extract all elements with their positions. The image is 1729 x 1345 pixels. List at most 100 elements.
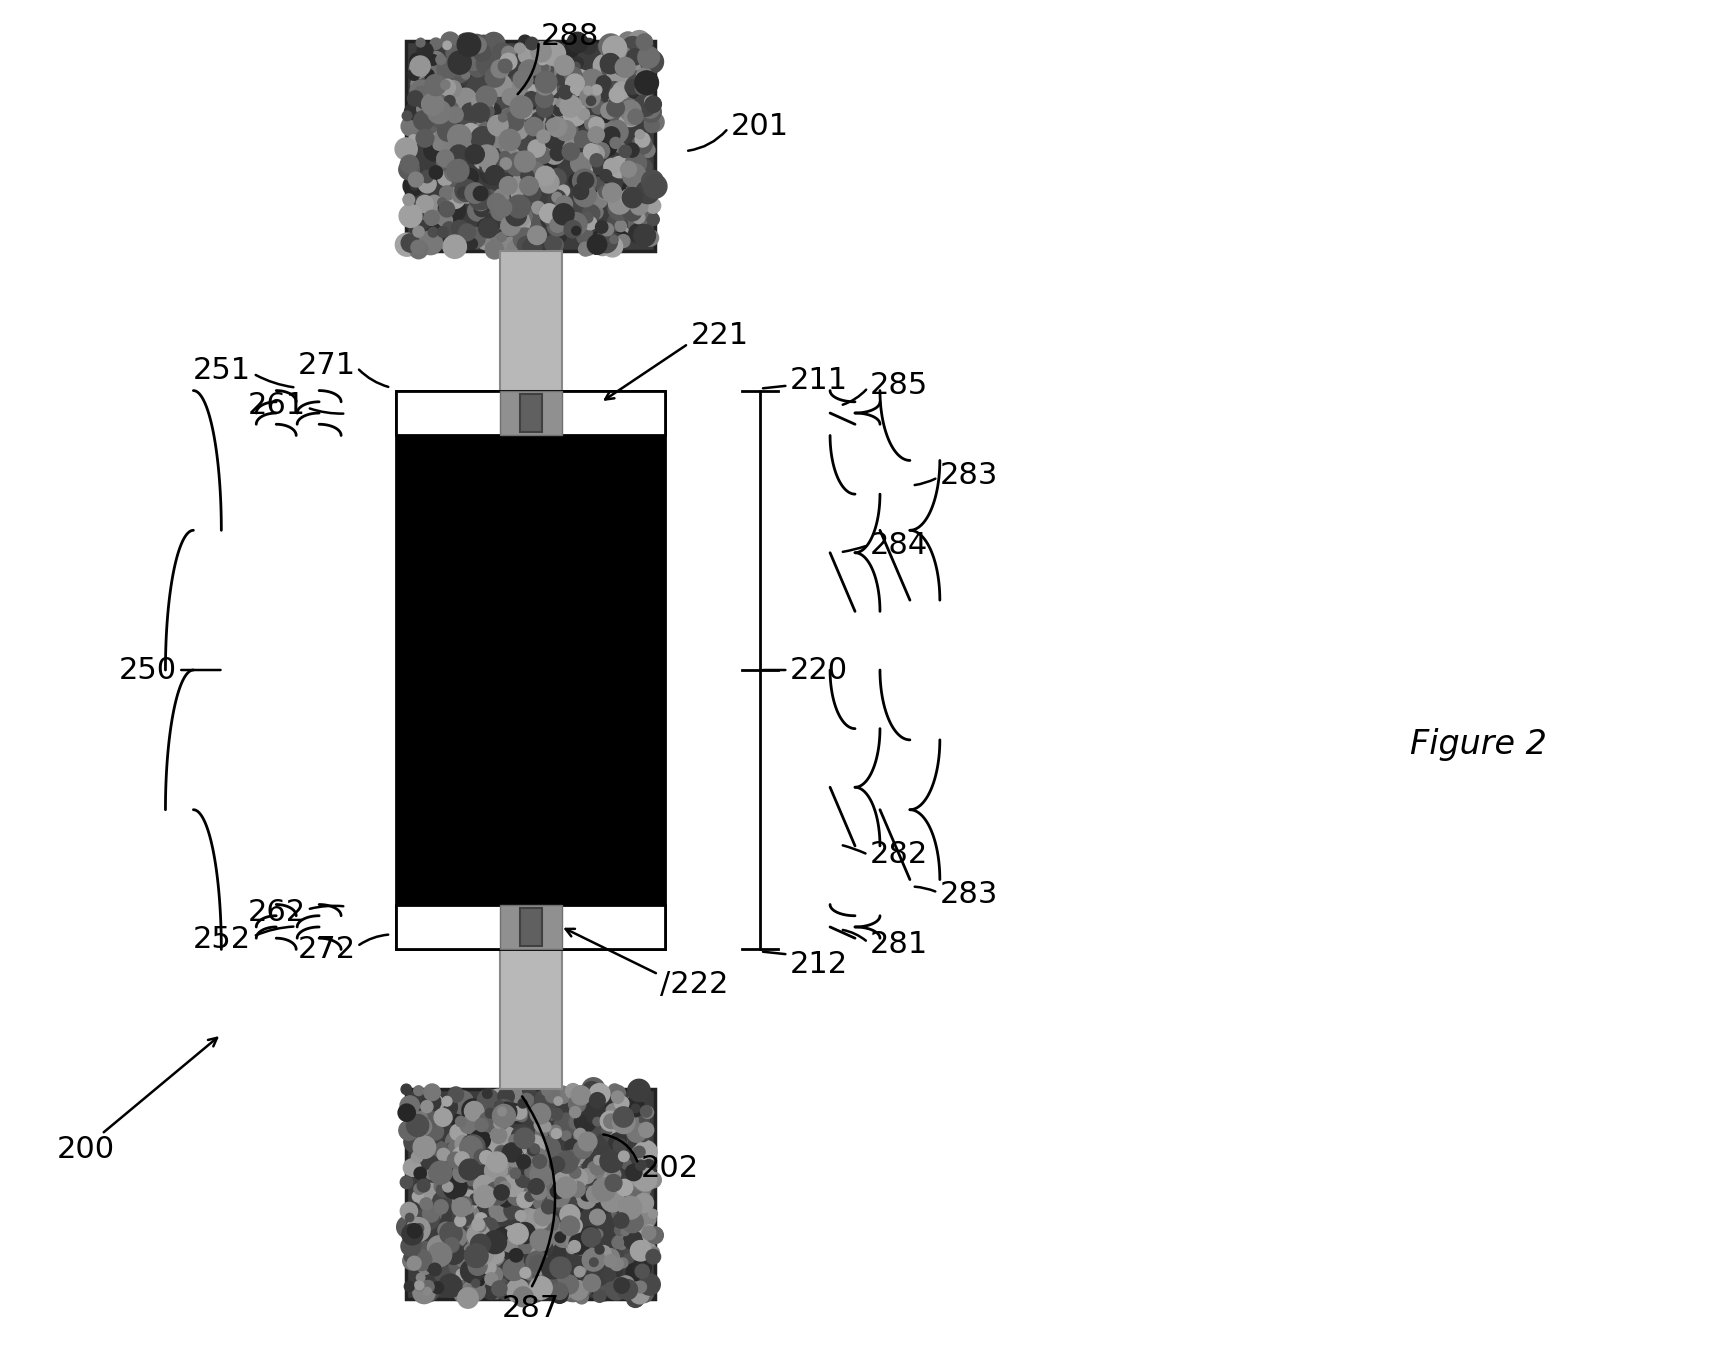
- Circle shape: [453, 129, 465, 141]
- Circle shape: [520, 1098, 534, 1114]
- Circle shape: [524, 91, 539, 106]
- Circle shape: [529, 219, 539, 230]
- Circle shape: [429, 1263, 441, 1276]
- Circle shape: [443, 222, 456, 235]
- Circle shape: [410, 241, 427, 258]
- Circle shape: [555, 121, 576, 141]
- Circle shape: [621, 1159, 631, 1169]
- Circle shape: [527, 1141, 539, 1151]
- Circle shape: [515, 217, 531, 230]
- Circle shape: [424, 1287, 431, 1295]
- Circle shape: [444, 95, 455, 106]
- Circle shape: [436, 73, 451, 87]
- Circle shape: [600, 1111, 621, 1131]
- Circle shape: [571, 101, 583, 113]
- Circle shape: [588, 1161, 605, 1178]
- Circle shape: [581, 211, 593, 223]
- Circle shape: [477, 145, 498, 167]
- Circle shape: [465, 1282, 486, 1301]
- Circle shape: [405, 1282, 415, 1291]
- Circle shape: [477, 54, 498, 74]
- Circle shape: [470, 126, 494, 151]
- Circle shape: [617, 1276, 635, 1293]
- Circle shape: [458, 184, 477, 203]
- Circle shape: [629, 1284, 648, 1303]
- Circle shape: [417, 91, 434, 109]
- Circle shape: [626, 81, 645, 98]
- Circle shape: [503, 1159, 514, 1167]
- Circle shape: [565, 1139, 579, 1153]
- Circle shape: [415, 1224, 424, 1233]
- Circle shape: [441, 1096, 451, 1107]
- Circle shape: [484, 1137, 505, 1157]
- Circle shape: [474, 44, 491, 61]
- Circle shape: [574, 130, 591, 148]
- Circle shape: [474, 187, 488, 200]
- Circle shape: [617, 234, 629, 247]
- Circle shape: [515, 43, 524, 51]
- Circle shape: [517, 237, 534, 254]
- Circle shape: [593, 237, 612, 256]
- Circle shape: [539, 1250, 562, 1274]
- Circle shape: [555, 230, 567, 242]
- Circle shape: [489, 1200, 512, 1221]
- Circle shape: [479, 1111, 500, 1132]
- Circle shape: [581, 1227, 600, 1247]
- Circle shape: [470, 48, 486, 65]
- Circle shape: [616, 62, 635, 81]
- Circle shape: [401, 234, 420, 252]
- Circle shape: [610, 137, 621, 148]
- Circle shape: [588, 126, 605, 143]
- Circle shape: [584, 1119, 593, 1128]
- Circle shape: [524, 1135, 545, 1155]
- Circle shape: [546, 1268, 569, 1293]
- Circle shape: [607, 100, 624, 117]
- Circle shape: [479, 211, 498, 229]
- Circle shape: [406, 1217, 431, 1241]
- Circle shape: [517, 133, 534, 152]
- Circle shape: [641, 1107, 654, 1119]
- Circle shape: [569, 1115, 583, 1128]
- Circle shape: [456, 1270, 467, 1279]
- Circle shape: [557, 1270, 571, 1282]
- Circle shape: [553, 203, 574, 225]
- Circle shape: [640, 1274, 660, 1295]
- Circle shape: [562, 1177, 574, 1189]
- Circle shape: [427, 55, 437, 66]
- Text: /222: /222: [660, 970, 730, 999]
- Circle shape: [453, 187, 469, 203]
- Circle shape: [541, 1256, 564, 1279]
- Circle shape: [552, 1283, 567, 1299]
- Circle shape: [465, 1102, 484, 1120]
- Circle shape: [448, 1153, 463, 1169]
- Circle shape: [396, 1216, 418, 1239]
- Circle shape: [469, 1256, 488, 1275]
- Circle shape: [645, 112, 664, 132]
- Circle shape: [586, 1185, 603, 1202]
- Circle shape: [455, 1135, 472, 1153]
- Circle shape: [557, 1170, 576, 1188]
- Bar: [520, 394, 541, 433]
- Circle shape: [486, 1245, 505, 1264]
- Circle shape: [444, 163, 463, 182]
- Circle shape: [631, 145, 643, 159]
- Circle shape: [574, 1267, 584, 1276]
- Circle shape: [616, 63, 626, 75]
- Circle shape: [590, 153, 603, 167]
- Circle shape: [462, 1250, 482, 1271]
- Circle shape: [453, 1165, 470, 1182]
- Circle shape: [635, 1283, 654, 1302]
- Circle shape: [583, 1100, 605, 1123]
- Circle shape: [520, 186, 531, 195]
- Circle shape: [552, 1286, 569, 1303]
- Circle shape: [543, 1189, 555, 1200]
- Circle shape: [610, 235, 617, 243]
- Circle shape: [571, 85, 579, 94]
- Circle shape: [429, 229, 437, 237]
- Circle shape: [415, 116, 425, 125]
- Circle shape: [412, 217, 418, 226]
- Circle shape: [413, 1167, 427, 1180]
- Circle shape: [429, 233, 444, 247]
- Circle shape: [474, 151, 493, 169]
- Circle shape: [590, 1084, 610, 1104]
